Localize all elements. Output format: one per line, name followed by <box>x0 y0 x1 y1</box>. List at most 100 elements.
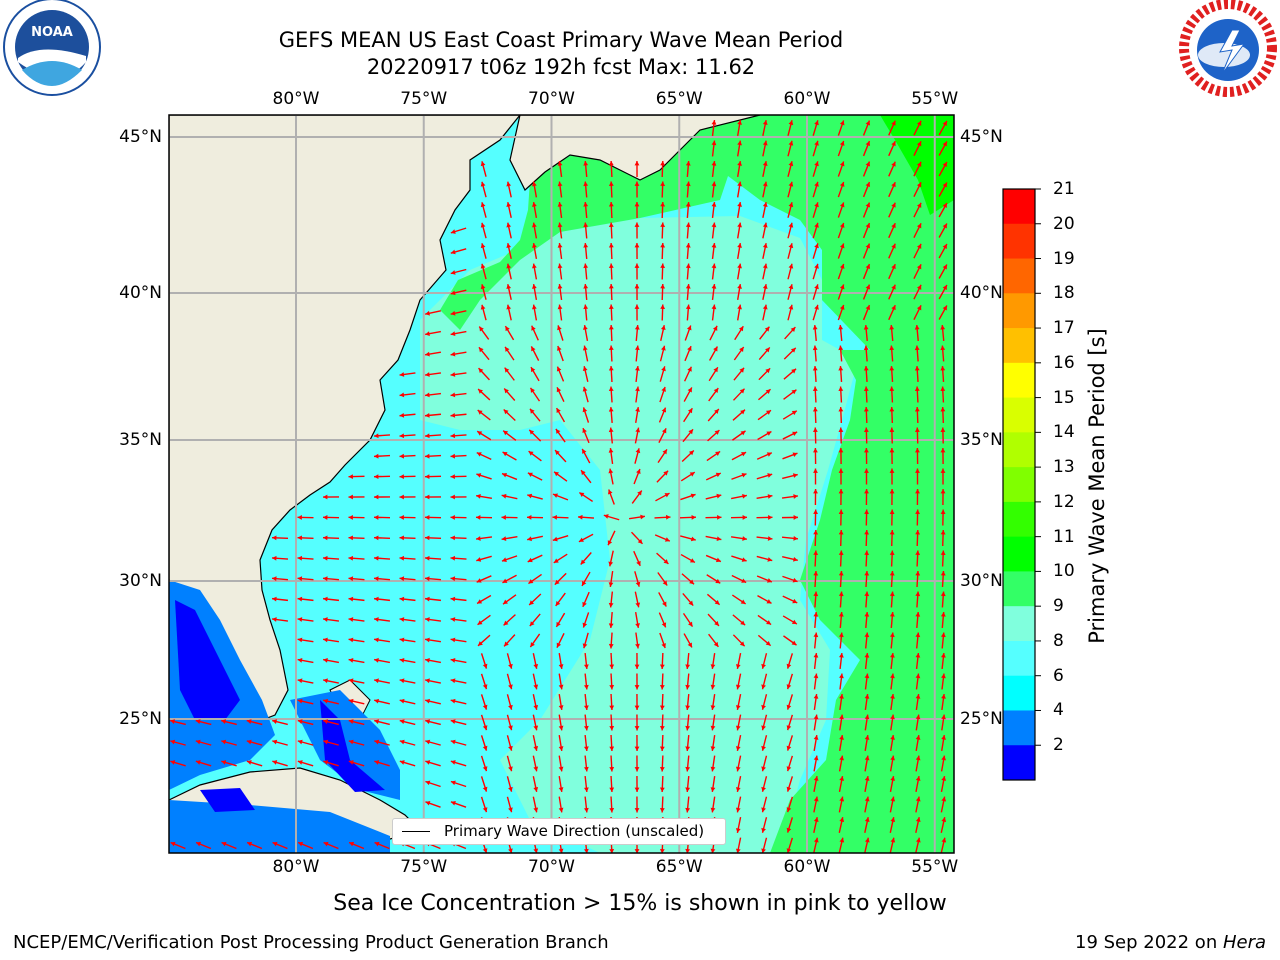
wave-arrow <box>889 837 896 853</box>
colorbar-tick-label: 17 <box>1053 318 1075 339</box>
wave-arrow <box>736 283 742 301</box>
wave-arrow <box>529 613 541 627</box>
wave-arrow <box>532 653 539 669</box>
wave-arrow <box>348 719 365 726</box>
wave-arrow <box>532 202 538 218</box>
wave-arrow <box>373 596 391 602</box>
wave-arrow <box>348 739 365 746</box>
wave-arrow <box>708 387 719 402</box>
wave-arrow <box>813 509 818 526</box>
wave-arrow <box>864 734 870 752</box>
wave-arrow <box>659 673 665 690</box>
wave-arrow <box>757 409 772 421</box>
wave-arrow <box>506 202 512 218</box>
wave-arrow <box>450 801 467 808</box>
wave-arrow <box>837 243 845 259</box>
wave-arrow <box>710 755 716 772</box>
wave-arrow <box>272 841 288 850</box>
wave-arrow <box>711 201 717 219</box>
wave-arrow <box>531 325 539 341</box>
wave-arrow <box>609 734 615 752</box>
wave-arrow <box>888 222 896 239</box>
colorbar-swatch <box>1003 710 1035 746</box>
wave-arrow <box>813 755 819 772</box>
wave-arrow <box>424 474 442 479</box>
wave-arrow <box>529 633 541 648</box>
lon-label-bottom: 55°W <box>911 857 959 877</box>
footer-date: 19 Sep 2022 on Hera <box>1075 932 1266 954</box>
wave-arrow <box>756 536 773 541</box>
colorbar-swatch <box>1003 467 1035 503</box>
wave-arrow <box>915 837 921 853</box>
wave-arrow <box>940 611 946 629</box>
wave-arrow <box>837 202 845 218</box>
wave-arrow <box>297 678 314 684</box>
wave-arrow <box>532 673 539 690</box>
wave-arrow <box>609 796 615 813</box>
wave-arrow <box>863 324 869 342</box>
wave-arrow <box>941 673 946 690</box>
wave-arrow <box>762 202 768 218</box>
wave-arrow <box>271 596 289 602</box>
wave-arrow <box>813 817 819 833</box>
wave-arrow <box>781 535 799 541</box>
lat-label-left: 35°N <box>119 430 162 450</box>
wave-arrow <box>736 304 742 321</box>
wave-arrow <box>890 734 895 752</box>
wave-arrow <box>707 408 720 422</box>
colorbar-frame <box>1002 188 1036 781</box>
wave-arrow <box>710 775 716 793</box>
wave-arrow <box>762 243 768 259</box>
wave-arrow <box>609 775 615 793</box>
wave-arrow <box>502 430 517 441</box>
wave-arrow <box>938 223 948 238</box>
wave-arrow <box>890 714 895 731</box>
wave-arrow <box>581 571 591 587</box>
wave-arrow <box>812 324 818 342</box>
wave-arrow <box>634 611 640 629</box>
wave-arrow <box>480 263 487 280</box>
wave-arrow <box>297 535 314 541</box>
wave-arrow <box>348 515 365 520</box>
wave-arrow <box>450 760 467 767</box>
lon-label-top: 65°W <box>655 89 703 109</box>
wave-arrow <box>864 817 870 833</box>
wave-arrow <box>478 326 490 340</box>
wave-arrow <box>374 760 390 767</box>
wave-arrow <box>634 673 640 690</box>
wave-arrow <box>480 243 487 259</box>
wave-arrow <box>322 637 340 643</box>
wave-arrow <box>478 346 490 361</box>
wave-arrow <box>556 366 565 382</box>
wave-arrow <box>348 535 365 541</box>
wave-arrow <box>837 120 845 136</box>
wave-arrow <box>246 841 263 850</box>
wave-arrow <box>913 141 922 156</box>
wave-arrow <box>634 591 641 608</box>
wave-arrow <box>862 304 871 321</box>
wave-arrow <box>862 202 871 218</box>
wave-arrow <box>608 365 614 383</box>
wave-arrow <box>558 693 564 711</box>
wave-arrow <box>915 776 921 792</box>
wave-arrow <box>297 719 314 726</box>
wave-arrow <box>583 283 589 301</box>
wave-arrow <box>399 576 416 582</box>
wave-arrow <box>608 406 614 424</box>
wave-arrow <box>450 392 467 398</box>
lon-label-bottom: 65°W <box>655 857 703 877</box>
wave-arrow <box>532 694 539 710</box>
wave-arrow <box>323 698 339 705</box>
wave-arrow <box>735 755 742 772</box>
wave-arrow <box>584 734 589 752</box>
wave-arrow <box>813 837 819 853</box>
wave-arrow <box>476 555 492 562</box>
wave-arrow <box>813 468 818 485</box>
wave-arrow <box>583 181 589 198</box>
wave-arrow <box>654 534 671 542</box>
wave-arrow <box>373 576 391 582</box>
wave-arrow <box>635 365 640 383</box>
wave-arrow <box>889 591 895 608</box>
wave-arrow <box>915 509 920 526</box>
wave-arrow <box>633 550 641 567</box>
